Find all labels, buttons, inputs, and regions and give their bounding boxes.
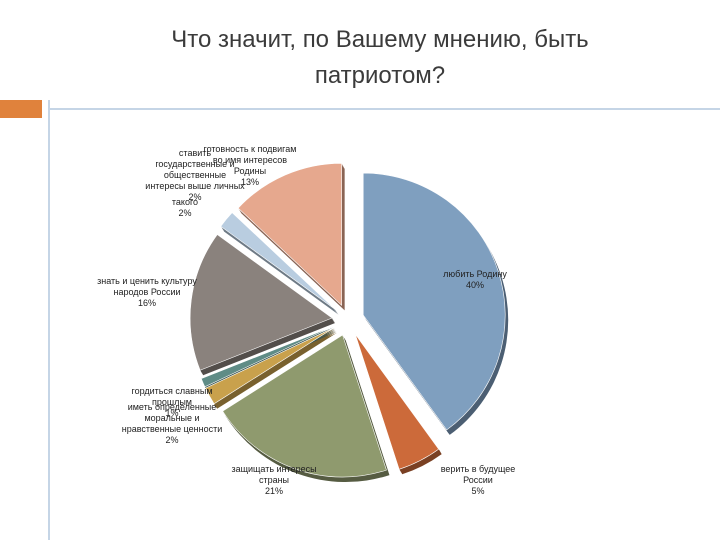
slice-label-line: во имя интересов <box>213 155 287 165</box>
slice-percent: 13% <box>241 177 259 187</box>
slice-label-1: верить в будущее России 5% <box>441 464 516 496</box>
slice-percent: 16% <box>138 298 156 308</box>
slide-title-line-2: патриотом? <box>314 62 446 89</box>
slice-label-8: такого 2% <box>172 197 198 218</box>
pie-slice-6 <box>220 212 336 311</box>
slice-percent: 40% <box>466 280 484 290</box>
pie-slice-0 <box>362 172 506 431</box>
slice-label-4: гордиться славным прошлым 1% <box>131 386 212 418</box>
slice-label-line: страны <box>259 475 289 485</box>
slice-percent: 1% <box>165 408 178 418</box>
slice-label-line: прошлым <box>152 397 192 407</box>
accent-vertical-line <box>48 100 50 540</box>
slice-label-6: ставить государственные и общественные инте… <box>145 148 245 202</box>
slice-label-3: иметь определенные моральные и нравственны… <box>122 402 223 445</box>
slice-label-line: знать и ценить культуру <box>97 276 197 286</box>
slice-label-line: государственные и <box>155 159 234 169</box>
slice-percent: 5% <box>471 486 484 496</box>
pie-slice-7 <box>237 163 342 307</box>
slice-label-line: нравственные ценности <box>122 424 223 434</box>
slice-label-line: любить Родину <box>443 269 507 279</box>
slice-label-line: гордиться славным <box>131 386 212 396</box>
slice-percent: 2% <box>165 435 178 445</box>
slice-label-line: России <box>463 475 493 485</box>
slice-percent: 2% <box>178 208 191 218</box>
slice-label-7: готовность к подвигам во имя интересов Род… <box>204 144 297 187</box>
slice-percent: 2% <box>188 192 201 202</box>
slice-label-line: готовность к подвигам <box>204 144 297 154</box>
slice-label-line: общественные <box>164 170 226 180</box>
slice-label-line: Родины <box>234 166 266 176</box>
pie-slice-4 <box>200 326 334 388</box>
slice-label-2: защищать интересы страны 21% <box>231 464 316 496</box>
pie-slice-3 <box>205 327 335 405</box>
accent-square <box>0 100 42 118</box>
slice-label-line: верить в будущее <box>441 464 516 474</box>
slice-label-line: защищать интересы <box>231 464 316 474</box>
pie-slice-2 <box>222 334 387 478</box>
slice-label-5: знать и ценить культуру народов России 16% <box>97 276 197 308</box>
pie-slice-1 <box>354 334 440 470</box>
pie-slice-5 <box>189 234 333 371</box>
slice-percent: 21% <box>265 486 283 496</box>
slice-label-line: народов России <box>114 287 181 297</box>
slide-title: Что значит, по Вашему мнению, быть патри… <box>90 22 670 94</box>
slice-label-line: интересы выше личных <box>145 181 245 191</box>
slice-label-line: ставить <box>179 148 211 158</box>
accent-divider <box>48 108 720 110</box>
slice-label-line: моральные и <box>144 413 199 423</box>
slide-title-line-1: Что значит, по Вашему мнению, быть <box>171 26 589 53</box>
slice-label-0: любить Родину 40% <box>443 269 507 290</box>
slice-label-line: иметь определенные <box>128 402 217 412</box>
slice-label-line: такого <box>172 197 198 207</box>
